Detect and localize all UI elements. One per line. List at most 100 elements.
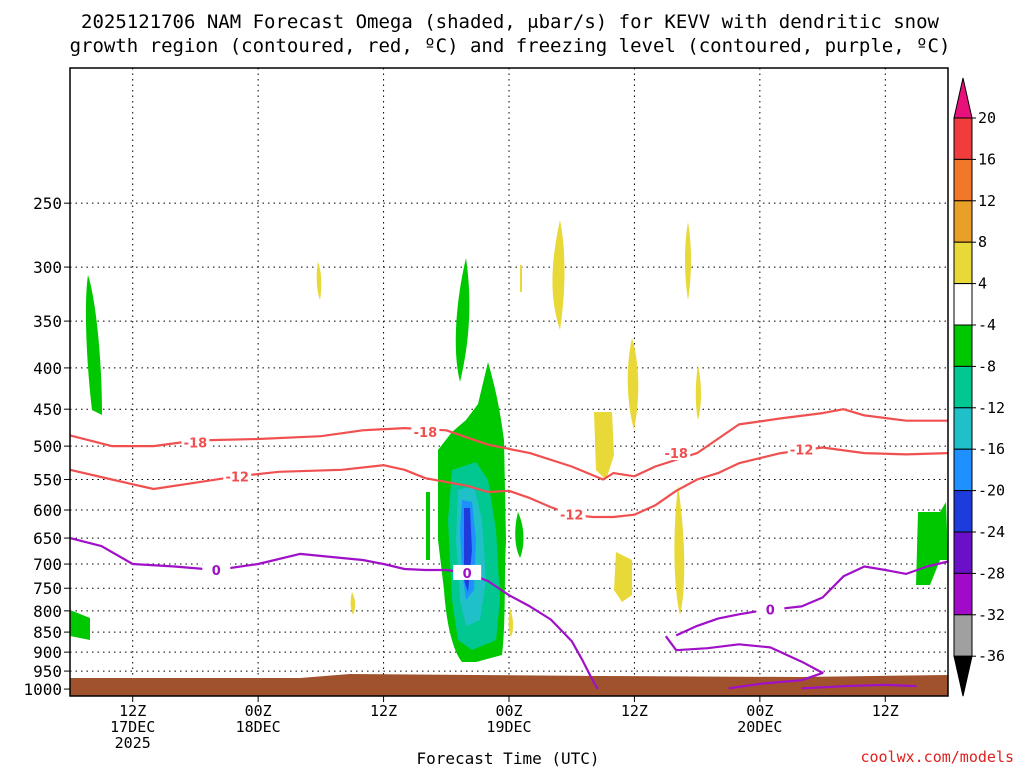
chart-title-line1: 2025121706 NAM Forecast Omega (shaded, μ… [81, 11, 939, 33]
colorbar-arrow-bottom [953, 655, 973, 697]
terrain [70, 674, 948, 696]
colorbar: 20 16 12 8 4 -4 -8 -12 -16 -20 -24 -28 -32 -36 [953, 77, 1005, 697]
contours: -18 -18 -18 -12 -12 -12 0 0 0 [69, 408, 949, 690]
y-tick-label: 700 [33, 555, 62, 574]
y-tick-label: 500 [33, 437, 62, 456]
contour-label-bg [557, 506, 586, 522]
colorbar-label: 12 [978, 192, 996, 210]
contour-label: -12 [790, 444, 814, 459]
colorbar-segment [953, 324, 973, 367]
contour-label-bg [411, 423, 440, 439]
colorbar-label: -4 [978, 316, 996, 334]
contour-line [801, 683, 917, 690]
y-tick-label: 550 [33, 471, 62, 490]
colorbar-label: 4 [978, 275, 987, 293]
x-tick-label: 19DEC [486, 718, 531, 736]
colorbar-label: -20 [978, 482, 1005, 500]
contour-label: 0 [212, 564, 221, 579]
x-axis-label: Forecast Time (UTC) [416, 749, 599, 768]
contour-label-bg [756, 601, 785, 617]
chart-title-line2: growth region (contoured, red, ºC) and f… [70, 35, 951, 57]
contour-label: -18 [664, 447, 688, 462]
omega-shade [552, 220, 565, 330]
y-tick-label: 450 [33, 400, 62, 419]
omega-shade [614, 552, 632, 602]
colorbar-segment [953, 365, 973, 409]
y-tick-label: 250 [33, 194, 62, 213]
colorbar-label: -36 [978, 647, 1005, 665]
contour-label: -12 [225, 470, 249, 485]
x-tick-label: 18DEC [236, 718, 281, 736]
x-tick-label: 12Z [621, 702, 648, 720]
contour-line [69, 446, 949, 519]
colorbar-segment [953, 572, 973, 616]
colorbar-label: -16 [978, 440, 1005, 458]
colorbar-segment [953, 531, 973, 574]
colorbar-label: -28 [978, 564, 1005, 582]
colorbar-segment [953, 117, 973, 160]
colorbar-segment [953, 200, 973, 243]
x-tick-label: 20DEC [737, 718, 782, 736]
x-tick-label: 00Z [746, 702, 773, 720]
contour-label: 0 [463, 567, 472, 582]
omega-shade [685, 222, 691, 300]
colorbar-label: -8 [978, 357, 996, 375]
omega-shade [594, 412, 614, 480]
x-tick-label: 12Z [370, 702, 397, 720]
colorbar-segment [953, 614, 973, 657]
colorbar-segment [953, 283, 973, 326]
omega-shade [695, 365, 701, 420]
contour-label-bg [787, 441, 816, 457]
colorbar-arrow-top [953, 77, 973, 119]
contour-label-bg [181, 434, 210, 450]
y-tick-label: 900 [33, 643, 62, 662]
x-tick-label: 17DEC [110, 718, 155, 736]
contour-label-bg [453, 564, 482, 580]
omega-shade [85, 275, 102, 415]
colorbar-label: -24 [978, 523, 1005, 541]
y-tick-label: 800 [33, 602, 62, 621]
x-tick-label: 00Z [245, 702, 272, 720]
contour-label: -18 [414, 426, 438, 441]
omega-shade [515, 512, 524, 558]
contour-line [69, 537, 599, 690]
omega-shade [455, 258, 470, 382]
colorbar-label: -32 [978, 606, 1005, 624]
x-tick-label: 00Z [495, 702, 522, 720]
omega-shade [916, 502, 948, 585]
colorbar-label: 20 [978, 109, 996, 127]
gridlines [70, 68, 948, 696]
colorbar-label: 8 [978, 233, 987, 251]
contour-label: 0 [766, 604, 775, 619]
y-tick-label: 350 [33, 312, 62, 331]
omega-shade [426, 492, 430, 560]
contour-line [675, 560, 949, 637]
y-tick-label: 950 [33, 662, 62, 681]
colorbar-label: 16 [978, 150, 996, 168]
omega-shade [350, 592, 356, 615]
colorbar-segment [953, 158, 973, 202]
omega-shading [70, 220, 948, 662]
y-axis: 2503003504004505005506006507007508008509… [23, 194, 70, 699]
omega-shade [70, 610, 90, 640]
y-tick-label: 650 [33, 529, 62, 548]
y-tick-label: 600 [33, 501, 62, 520]
x-tick-label: 12Z [872, 702, 899, 720]
omega-shade [520, 265, 522, 292]
contour-line [664, 635, 824, 690]
credit-text: coolwx.com/models [860, 748, 1014, 766]
omega-shade [627, 338, 639, 430]
y-tick-label: 1000 [23, 680, 62, 699]
contour-label-bg [662, 445, 691, 461]
contour-label-bg [202, 562, 231, 578]
colorbar-segment [953, 490, 973, 533]
contour-line [69, 408, 948, 481]
y-tick-label: 750 [33, 579, 62, 598]
omega-shade [316, 262, 322, 300]
colorbar-label: -12 [978, 399, 1005, 417]
colorbar-segment [953, 241, 973, 285]
contour-label: -18 [184, 437, 208, 452]
colorbar-segment [953, 407, 973, 450]
